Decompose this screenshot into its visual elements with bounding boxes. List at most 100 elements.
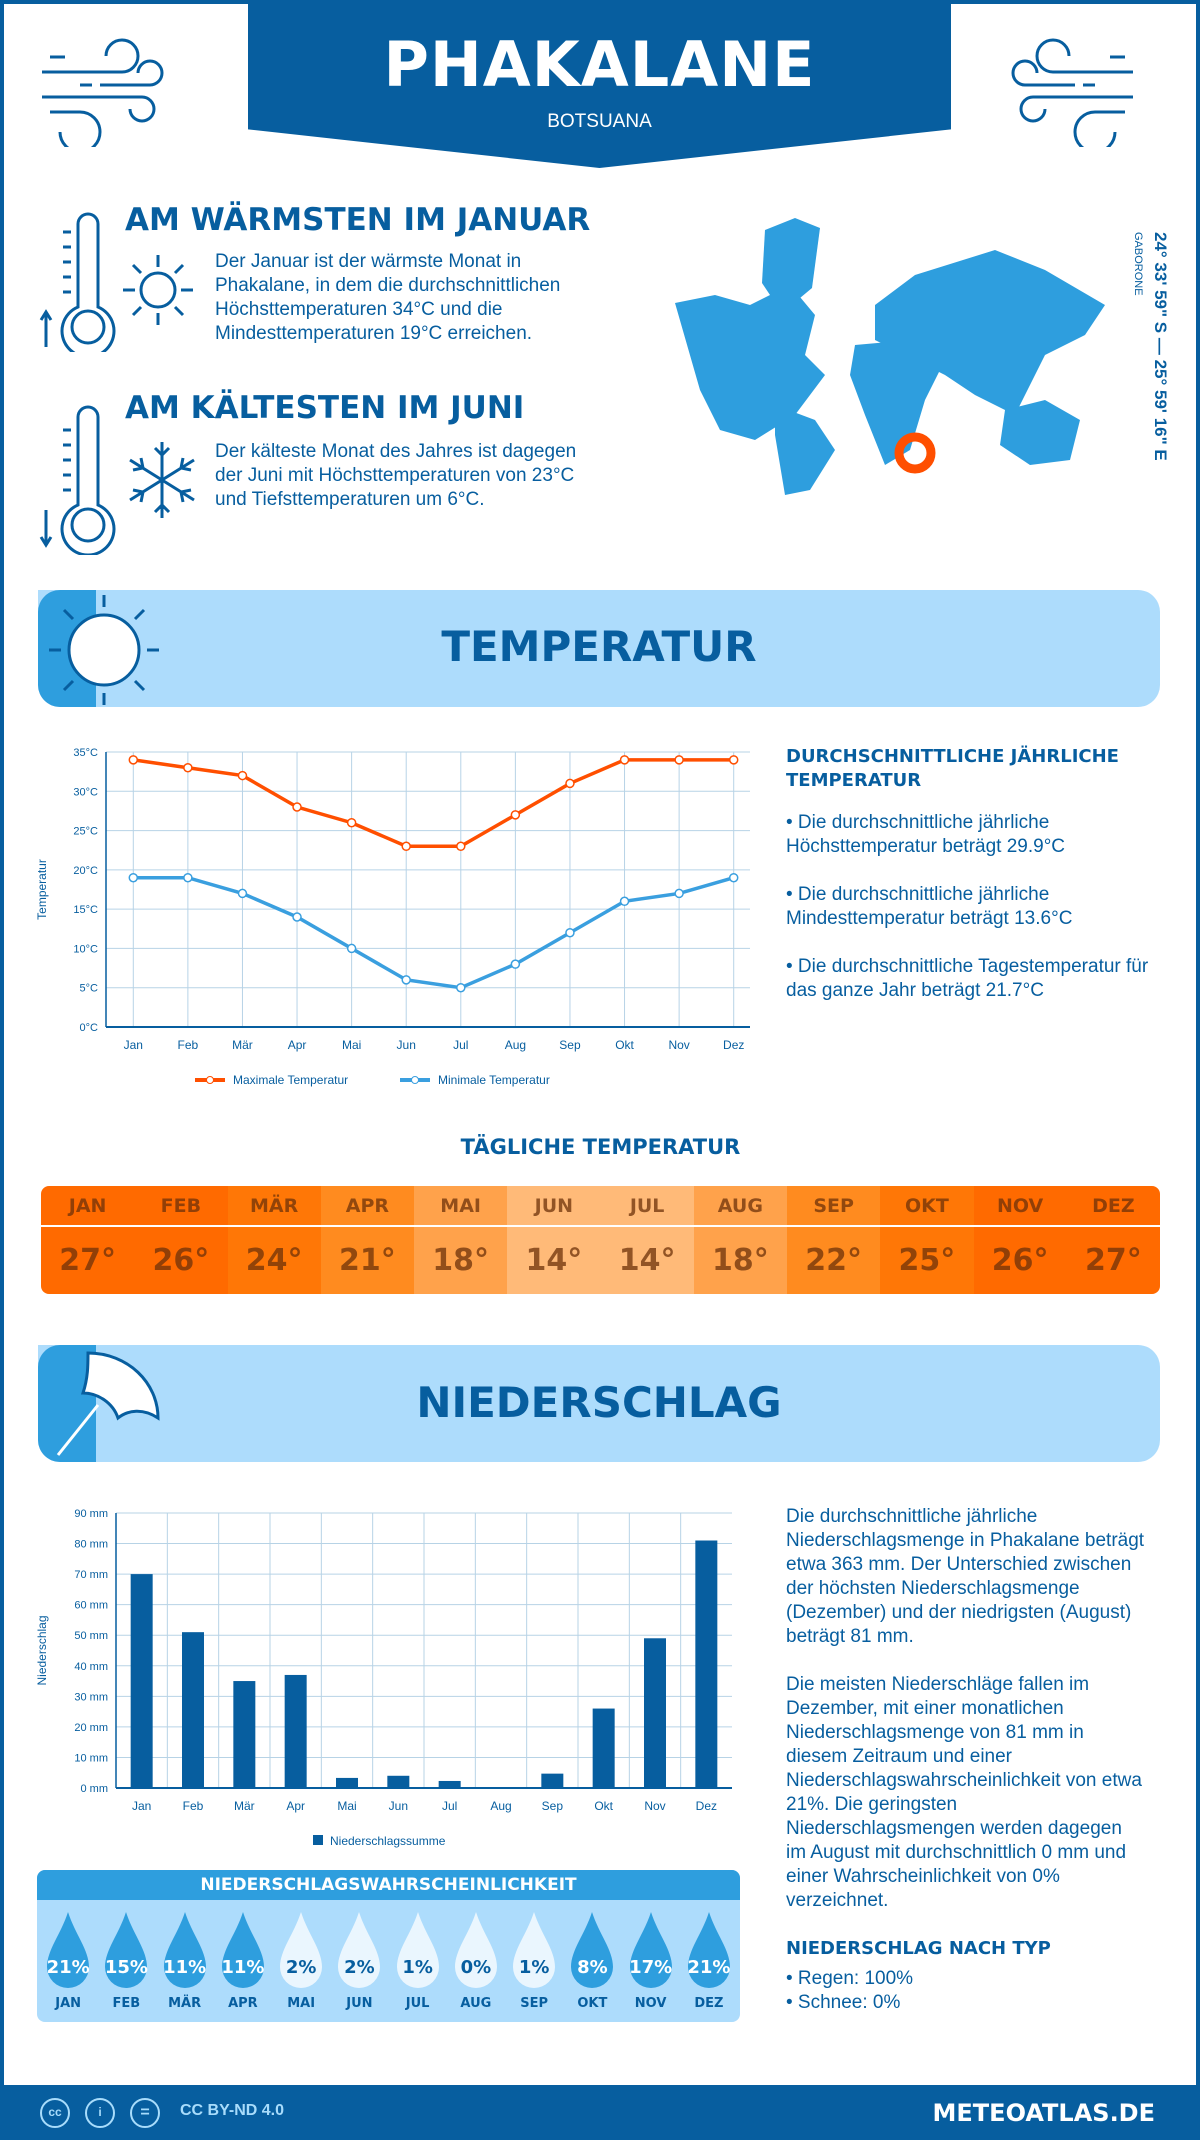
x-tick-label: Jul: [453, 1038, 468, 1052]
probability-value: 21%: [46, 1957, 90, 1978]
temperature-chart: 0°C 5°C 10°C 15°C 20°C 25°C 30°C 35°C Jan Feb Mär A…: [35, 747, 750, 1087]
x-tick-label: Sep: [542, 1799, 564, 1813]
x-tick-label: Jan: [124, 1038, 143, 1052]
country-subtitle: BOTSUANA: [547, 111, 652, 132]
probability-month: DEZ: [694, 1996, 724, 2011]
data-point: [128, 872, 139, 883]
y-tick-label: 10°C: [73, 943, 98, 955]
probability-drop: 21% JAN: [39, 1900, 97, 2022]
site-link[interactable]: METEOATLAS.DE: [932, 2099, 1155, 2127]
x-tick-label: Feb: [183, 1799, 204, 1813]
probability-value: 11%: [163, 1957, 207, 1978]
x-tick-label: Jun: [389, 1799, 408, 1813]
precipitation-summary: Die durchschnittliche jährliche Niedersc…: [786, 1506, 1145, 1647]
precipitation-bar: [541, 1773, 564, 1788]
probability-value: 1%: [402, 1957, 433, 1978]
daily-value: 21°: [339, 1243, 396, 1278]
daily-temperature-heading: TÄGLICHE TEMPERATUR: [460, 1135, 741, 1159]
precipitation-bar: [284, 1674, 307, 1788]
data-point: [674, 888, 684, 899]
daily-month: DEZ: [1066, 1186, 1160, 1227]
x-tick-label: Mär: [234, 1799, 255, 1813]
x-tick-label: Mai: [337, 1799, 356, 1813]
probability-month: MAI: [287, 1996, 316, 2011]
daily-month: MÄR: [227, 1186, 321, 1227]
daily-value: 24°: [245, 1243, 303, 1278]
probability-month: JAN: [55, 1996, 82, 2011]
legend-marker: [206, 1076, 214, 1084]
precipitation-probability-heading: NIEDERSCHLAGSWAHRSCHEINLICHKEIT: [37, 1870, 740, 1900]
probability-drop: 15% FEB: [97, 1900, 155, 2022]
data-point: [674, 755, 684, 765]
y-tick-label: 90 mm: [74, 1508, 108, 1520]
thermometer-down-icon: [39, 405, 116, 555]
data-point: [346, 943, 357, 954]
precipitation-banner: [38, 1345, 1160, 1462]
attribution-icon: i: [85, 2098, 115, 2128]
daily-month: APR: [320, 1186, 414, 1227]
probability-drop: 2% JUN: [330, 1900, 388, 2022]
probability-drop: 1% SEP: [505, 1900, 563, 2022]
probability-value: 1%: [518, 1957, 550, 1978]
y-tick-label: 60 mm: [74, 1600, 108, 1612]
daily-value: 27°: [59, 1243, 116, 1278]
coldest-heading: AM KÄLTESTEN IM JUNI: [125, 390, 525, 426]
coordinates-block: 24° 33' 59" S — 25° 59' 16" E GABORONE: [1112, 232, 1172, 492]
data-point: [183, 872, 193, 883]
data-point: [456, 982, 466, 993]
daily-temperature-cell: SEP 22°: [787, 1186, 881, 1294]
legend-label: Maximale Temperatur: [233, 1073, 348, 1087]
daily-value: 18°: [712, 1243, 769, 1278]
annual-max-text: • Die durchschnittliche jährliche Höchst…: [786, 812, 1066, 857]
data-point: [456, 841, 466, 852]
x-tick-label: Mär: [232, 1038, 253, 1052]
precipitation-title: NIEDERSCHLAG: [416, 1378, 782, 1427]
precipitation-type-heading: NIEDERSCHLAG NACH TYP: [786, 1938, 1051, 1959]
coldest-text: Der kälteste Monat des Jahres ist dagege…: [215, 441, 577, 510]
wind-icon: [42, 38, 164, 147]
y-tick-label: 35°C: [73, 747, 98, 759]
data-point: [183, 762, 193, 773]
temperature-title: TEMPERATUR: [441, 622, 757, 671]
y-tick-label: 0 mm: [81, 1783, 109, 1795]
precipitation-bar: [387, 1775, 410, 1788]
precipitation-bar: [644, 1638, 666, 1788]
x-tick-label: Jan: [132, 1799, 151, 1813]
y-tick-label: 20°C: [73, 865, 98, 877]
probability-drop: 11% APR: [214, 1900, 272, 2022]
daily-temperature-cell: OKT 25°: [880, 1186, 974, 1294]
annual-temperature-panel: DURCHSCHNITTLICHE JÄHRLICHE TEMPERATUR •…: [786, 745, 1156, 1003]
precipitation-probability-panel: NIEDERSCHLAGSWAHRSCHEINLICHKEIT 21% JAN 15…: [37, 1870, 740, 2022]
data-point: [565, 778, 575, 789]
daily-month: NOV: [973, 1186, 1067, 1227]
y-tick-label: 0°C: [80, 1022, 99, 1034]
rain-share: • Regen: 100%: [786, 1968, 914, 1989]
no-derivatives-icon: =: [130, 2098, 160, 2128]
annual-temperature-heading: DURCHSCHNITTLICHE JÄHRLICHE TEMPERATUR: [786, 746, 1119, 791]
legend-swatch: [313, 1835, 323, 1845]
y-tick-label: 20 mm: [74, 1722, 108, 1734]
x-tick-label: Aug: [490, 1799, 511, 1813]
data-point: [128, 755, 139, 765]
daily-month: JAN: [41, 1186, 135, 1227]
data-point: [619, 896, 630, 907]
data-point: [401, 975, 411, 985]
x-tick-label: Nov: [668, 1038, 689, 1052]
probability-month: AUG: [460, 1996, 492, 2011]
raindrop-icon: [280, 1912, 322, 1988]
probability-drop: 21% DEZ: [680, 1900, 738, 2022]
nearest-city: GABORONE: [1132, 232, 1144, 296]
daily-temperature-cell: JUL 14°: [600, 1186, 694, 1294]
cc-icon: cc: [40, 2098, 70, 2128]
y-axis-label: Niederschlag: [35, 1615, 49, 1685]
series-line: [133, 875, 735, 990]
x-tick-label: Nov: [644, 1799, 665, 1813]
daily-value: 25°: [898, 1243, 956, 1278]
probability-value: 11%: [221, 1957, 265, 1978]
probability-month: OKT: [577, 1996, 608, 2011]
daily-temperature-cell: MAI 18°: [414, 1186, 508, 1294]
daily-month: FEB: [134, 1186, 228, 1227]
probability-month: MÄR: [168, 1996, 202, 2011]
raindrop-icon: [687, 1912, 730, 1988]
daily-month: JUN: [507, 1186, 601, 1227]
